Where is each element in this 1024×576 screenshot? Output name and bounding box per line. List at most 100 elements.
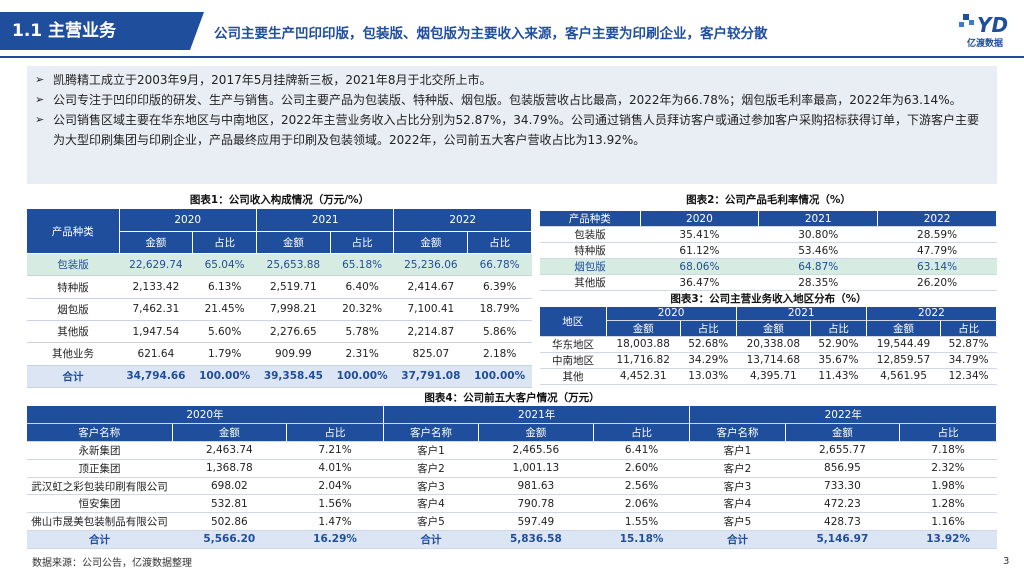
column-header: 2022 — [393, 209, 532, 232]
table-cell: 52.87% — [940, 336, 997, 353]
table-cell: 合计 — [689, 530, 786, 549]
column-header: 客户名称 — [689, 423, 786, 443]
table-cell: 4,561.95 — [866, 368, 941, 385]
table-cell: 621.64 — [119, 342, 193, 366]
table-row: 特种版 61.12% 53.46% 47.79% — [540, 242, 997, 259]
table-cell: 合计 — [383, 530, 479, 549]
table-cell: 30.80% — [758, 226, 878, 243]
table-cell: 25,653.88 — [256, 253, 331, 277]
table-cell: 52.90% — [810, 336, 867, 353]
column-header: 金额 — [256, 231, 331, 255]
table-cell: 28.59% — [877, 226, 997, 243]
table-cell: 6.13% — [192, 275, 257, 299]
intro-text: 凯腾精工成立于2003年9月，2017年5月挂牌新三板，2021年8月于北交所上… — [53, 73, 492, 87]
table-cell: 26.20% — [877, 274, 997, 291]
table-cell: 7,998.21 — [256, 298, 331, 321]
table-cell: 客户1 — [383, 441, 479, 460]
table-subheader-row: 金额 占比 金额 占比 金额 占比 — [540, 320, 997, 337]
table-row: 佛山市晟美包装制品有限公司 502.86 1.47% 客户5 597.49 1.55% 客户… — [27, 512, 997, 532]
table-header-row: 产品种类 2020 2021 2022 — [540, 211, 997, 227]
column-header: 2020 — [119, 209, 257, 232]
table-cell: 2.18% — [467, 342, 532, 366]
column-header: 金额 — [119, 231, 194, 255]
column-header: 地区 — [540, 307, 607, 337]
table-cell: 6.40% — [330, 275, 394, 299]
table2-caption: 图表2：公司产品毛利率情况（%） — [686, 194, 851, 206]
table-row: 其他业务 621.64 1.79% 909.99 2.31% 825.07 2.18% — [27, 342, 532, 366]
table-subheader-row: 金额 占比 金额 占比 金额 占比 — [27, 231, 532, 255]
table-row: 其他版 1,947.54 5.60% 2,276.65 5.78% 2,214.87 5.8… — [27, 320, 532, 344]
column-header: 产品种类 — [540, 211, 641, 227]
table-row: 永新集团 2,463.74 7.21% 客户1 2,465.56 6.41% 客户1 2,65… — [27, 441, 997, 460]
table-cell: 1,368.78 — [172, 459, 287, 478]
table-cell: 1.55% — [593, 512, 690, 532]
table-cell: 13.92% — [899, 530, 997, 549]
column-header: 2020 — [640, 211, 760, 227]
table-cell: 34.29% — [680, 352, 737, 369]
table-cell: 客户3 — [383, 477, 479, 496]
column-header: 客户名称 — [383, 423, 480, 443]
column-header: 占比 — [467, 231, 532, 255]
table-cell: 5.86% — [467, 320, 532, 344]
table-cell: 2,133.42 — [119, 275, 193, 299]
table-cell: 2,463.74 — [172, 441, 287, 460]
table-row: 恒安集团 532.81 1.56% 客户4 790.78 2.06% 客户4 472.23 1.… — [27, 494, 997, 514]
table-row: 武汉虹之彩包装印刷有限公司 698.02 2.04% 客户3 981.63 2.56% 客户… — [27, 477, 997, 496]
table-cell: 7,100.41 — [393, 298, 468, 321]
table1-caption: 图表1：公司收入构成情况（万元/%） — [189, 194, 370, 206]
table-cell: 790.78 — [478, 494, 594, 514]
column-header: 2021 — [256, 209, 395, 232]
table-cell: 502.86 — [172, 512, 287, 532]
table-cell: 包装版 — [27, 253, 119, 277]
table-cell: 18,003.88 — [606, 336, 681, 353]
table-cell: 35.67% — [810, 352, 867, 369]
table-cell: 28.35% — [758, 274, 878, 291]
table-cell: 客户4 — [383, 494, 479, 514]
table-cell: 2,276.65 — [256, 320, 331, 344]
table-cell: 100.00% — [467, 365, 532, 388]
table-cell: 19,544.49 — [866, 336, 941, 353]
column-header: 2022年 — [689, 406, 997, 425]
table-cell: 5.60% — [192, 320, 257, 344]
table-row: 烟包版 7,462.31 21.45% 7,998.21 20.32% 7,100.41 1… — [27, 298, 532, 321]
table-cell: 532.81 — [172, 494, 287, 514]
table-cell: 烟包版 — [540, 258, 640, 275]
table-cell: 856.95 — [785, 459, 900, 478]
table-row: 其他版 36.47% 28.35% 26.20% — [540, 274, 997, 291]
column-header: 2022 — [877, 211, 997, 227]
table-cell: 472.23 — [785, 494, 900, 514]
table-cell: 1.47% — [286, 512, 384, 532]
gross-margin-table: 产品种类 2020 2021 2022 包装版 35.41% 30.80% 28.59… — [540, 211, 997, 291]
table-cell: 66.78% — [467, 253, 532, 277]
table-cell: 6.39% — [467, 275, 532, 299]
table-cell: 5,566.20 — [172, 530, 287, 549]
table-cell: 16.29% — [286, 530, 384, 549]
table-cell: 22,629.74 — [119, 253, 193, 277]
table-cell: 华东地区 — [540, 336, 606, 353]
table-cell: 2,465.56 — [478, 441, 594, 460]
bullet-arrow-icon: ➢ — [35, 93, 45, 106]
top-five-customers-table: 2020年 2021年 2022年 客户名称 金额 占比 客户名称 金额 占比 … — [27, 406, 997, 549]
table-cell: 客户5 — [689, 512, 786, 532]
table-cell: 其他业务 — [27, 342, 119, 366]
table-cell: 1.98% — [899, 477, 997, 496]
intro-text: 公司专注于凹印印版的研发、生产与销售。公司主要产品为包装版、特种版、烟包版。包装… — [53, 93, 962, 107]
table-cell: 1.16% — [899, 512, 997, 532]
table-total-row: 合计 5,566.20 16.29% 合计 5,836.58 15.18% 合计 5,146.… — [27, 530, 997, 549]
table-cell: 特种版 — [27, 275, 119, 299]
table-cell: 4,452.31 — [606, 368, 681, 385]
column-header: 金额 — [172, 423, 288, 443]
table-header-row: 地区 2020 2021 2022 — [540, 307, 998, 337]
table-row: 特种版 2,133.42 6.13% 2,519.71 6.40% 2,414.67 6.3… — [27, 275, 532, 299]
column-header: 金额 — [606, 320, 681, 337]
table-cell: 特种版 — [540, 242, 640, 259]
table-cell: 客户3 — [689, 477, 786, 496]
table-cell: 2.60% — [593, 459, 690, 478]
table-row: 顶正集团 1,368.78 4.01% 客户2 1,001.13 2.60% 客户2 856.… — [27, 459, 997, 478]
table-cell: 36.47% — [640, 274, 759, 291]
table-cell: 2,655.77 — [785, 441, 900, 460]
table-cell: 2.04% — [286, 477, 384, 496]
intro-panel: ➢ 凯腾精工成立于2003年9月，2017年5月挂牌新三板，2021年8月于北交所… — [27, 66, 997, 184]
column-header: 2021 — [758, 211, 879, 227]
table-cell: 其他版 — [27, 320, 119, 344]
